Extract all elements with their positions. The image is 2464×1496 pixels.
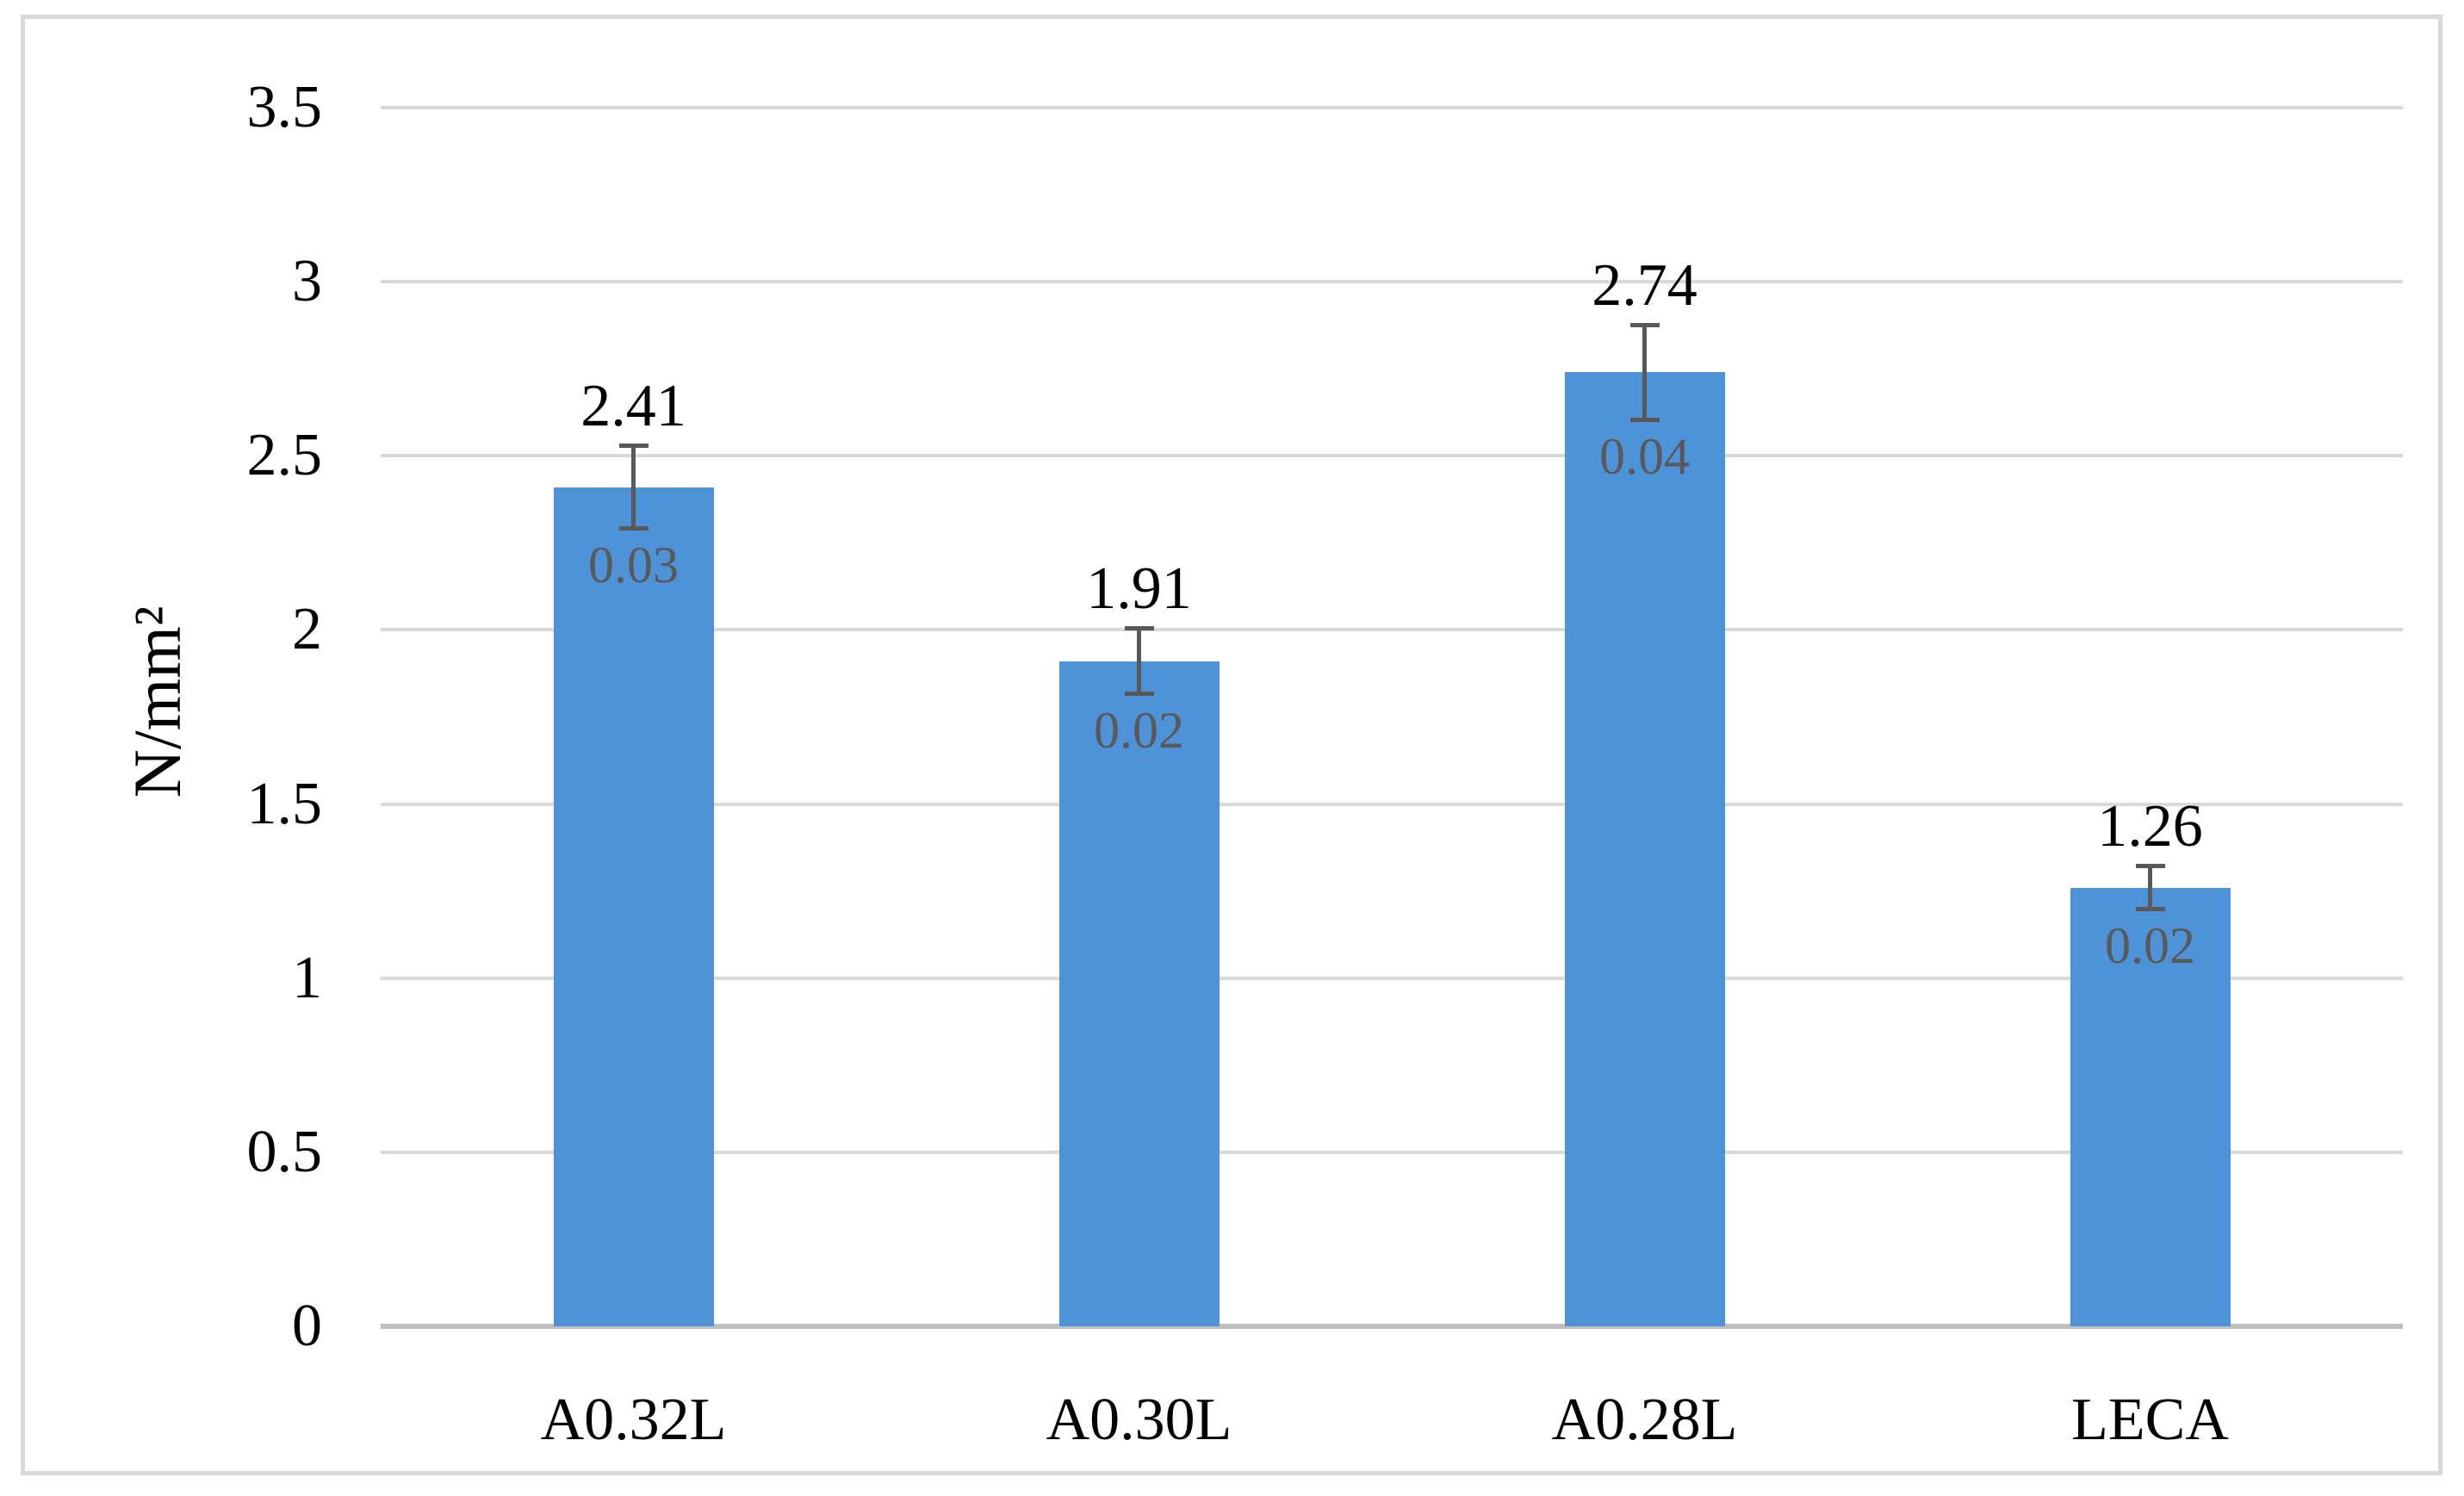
x-axis-line — [381, 1324, 2403, 1329]
y-tick-label: 0.5 — [246, 1118, 323, 1185]
gridline — [381, 106, 2403, 109]
error-bar-bottom-cap — [618, 526, 649, 531]
x-axis-label: A0.28L — [1551, 1387, 1738, 1453]
gridline — [381, 454, 2403, 458]
error-bar — [631, 444, 636, 530]
x-axis-label: A0.30L — [1046, 1387, 1232, 1453]
gridline — [381, 976, 2403, 980]
error-bar — [2148, 866, 2152, 910]
error-label: 0.02 — [2105, 917, 2195, 975]
error-bar-top-cap — [2135, 864, 2165, 869]
bar — [1058, 661, 1220, 1326]
value-label: 1.91 — [1086, 556, 1192, 623]
error-label: 0.03 — [588, 537, 679, 594]
bar — [553, 487, 714, 1326]
chart-frame: N/mm² 2.41 0.03 1.91 0.02 2.74 0.04 1.26 0.02 0… — [21, 15, 2442, 1475]
y-tick-label: 3.5 — [246, 74, 323, 140]
error-bar-bottom-cap — [1629, 417, 1660, 422]
error-bar-top-cap — [1124, 626, 1154, 631]
value-label: 1.26 — [2097, 793, 2203, 860]
value-label: 2.41 — [580, 372, 686, 439]
bar — [1564, 372, 1725, 1326]
y-axis-title: N/mm² — [120, 605, 195, 798]
gridline — [381, 628, 2403, 632]
bar — [2070, 887, 2231, 1326]
error-bar-bottom-cap — [2135, 907, 2165, 912]
error-bar — [1642, 324, 1647, 420]
y-tick-label: 2 — [292, 596, 322, 663]
y-tick-label: 1.5 — [246, 770, 323, 837]
y-tick-label: 0 — [292, 1293, 322, 1359]
error-label: 0.02 — [1094, 702, 1184, 760]
y-tick-label: 3 — [292, 248, 322, 315]
x-axis-label: A0.32L — [540, 1387, 727, 1453]
value-label: 2.74 — [1592, 251, 1697, 319]
gridline — [381, 280, 2403, 284]
y-tick-label: 1 — [292, 944, 322, 1011]
error-bar-top-cap — [618, 443, 649, 448]
error-bar — [1137, 628, 1141, 695]
y-tick-label: 2.5 — [246, 422, 323, 489]
gridline — [381, 802, 2403, 806]
x-axis-label: LECA — [2071, 1387, 2229, 1453]
error-bar-bottom-cap — [1124, 692, 1154, 697]
gridline — [381, 1150, 2403, 1154]
plot-area: 2.41 0.03 1.91 0.02 2.74 0.04 1.26 0.02 — [381, 106, 2403, 1329]
error-label: 0.04 — [1599, 427, 1690, 485]
error-bar-top-cap — [1629, 322, 1660, 327]
